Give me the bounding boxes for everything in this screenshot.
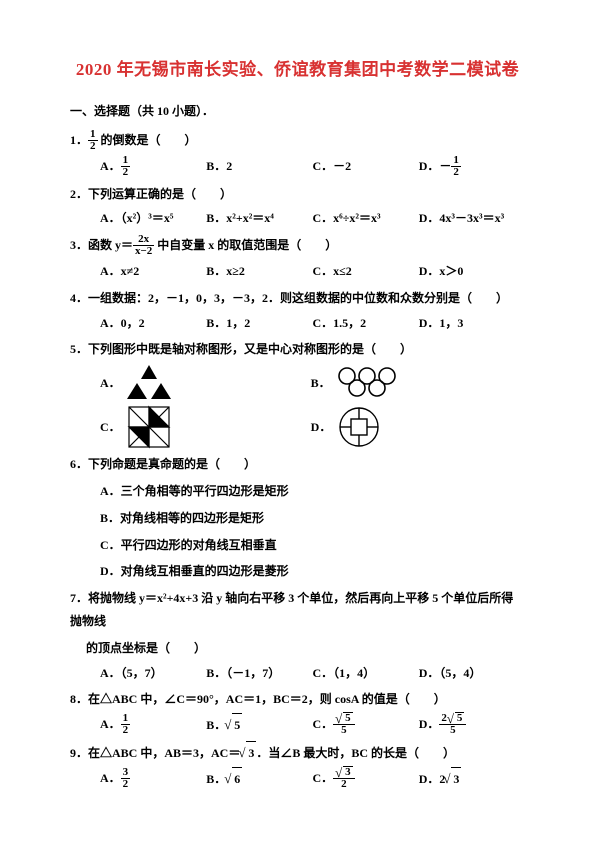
q2-c: C．x⁶÷x²＝x³ [313, 207, 419, 230]
q4-stem: 4．一组数据：2，－1，0，3，－3，2．则这组数据的中位数和众数分别是（ ） [70, 287, 525, 310]
q9-a: A．32 [100, 767, 206, 791]
q5-b: B． [311, 366, 397, 400]
q7-stem: 7．将抛物线 y＝x²+4x+3 沿 y 轴向右平移 3 个单位，然后再向上平移… [70, 587, 525, 633]
q4-b: B．1，2 [206, 312, 312, 335]
q6-c: C．平行四边形的对角线互相垂直 [100, 534, 525, 557]
q2-b: B．x²+x²＝x⁴ [206, 207, 312, 230]
q5-d: D． [311, 405, 382, 449]
fraction-icon: 12 [88, 129, 98, 152]
q1-c: C．－2 [313, 155, 419, 179]
q8-stem: 8．在△ABC 中，∠C＝90°，AC＝1，BC＝2，则 cosA 的值是（ ） [70, 688, 525, 711]
q4-a: A．0，2 [100, 312, 206, 335]
q3-options: A．x≠2 B．x≥2 C．x≤2 D．x＞0 [100, 260, 525, 283]
q9-stem: 9．在△ABC 中，AB＝3，AC＝3．当∠B 最大时，BC 的长是（ ） [70, 741, 525, 765]
section-heading: 一、选择题（共 10 小题）． [70, 100, 525, 123]
sqrt-icon: 3 [246, 741, 256, 765]
q9-options: A．32 B．6 C．32 D．23 [100, 767, 525, 791]
q5-a: A． [100, 363, 171, 403]
q3-a: A．x≠2 [100, 260, 206, 283]
q9-b: B．6 [206, 767, 312, 791]
q2-d: D．4x³－3x³＝x³ [419, 207, 525, 230]
q6-d: D．对角线互相垂直的四边形是菱形 [100, 560, 525, 583]
q5-c: C． [100, 405, 171, 449]
q9-d: D．23 [419, 767, 525, 791]
q8-c: C．55 [313, 713, 419, 737]
rings-icon [337, 366, 397, 400]
q7-c: C．（1，4） [313, 662, 419, 685]
q3-d: D．x＞0 [419, 260, 525, 283]
q6-b: B．对角线相等的四边形是矩形 [100, 507, 525, 530]
q4-c: C．1.5，2 [313, 312, 419, 335]
q4-d: D．1，3 [419, 312, 525, 335]
q7-d: D．（5，4） [419, 662, 525, 685]
q1-stem: 1．12 的倒数是（ ） [70, 129, 525, 153]
q1-options: A．12 B．2 C．－2 D．－12 [100, 155, 525, 179]
q3-stem: 3．函数 y＝2xx−2 中自变量 x 的取值范围是（ ） [70, 234, 525, 258]
coin-square-icon [337, 405, 381, 449]
q6-stem: 6．下列命题是真命题的是（ ） [70, 453, 525, 476]
q3-c: C．x≤2 [313, 260, 419, 283]
pinwheel-icon [127, 405, 171, 449]
q3-b: B．x≥2 [206, 260, 312, 283]
q7-b: B．（－1，7） [206, 662, 312, 685]
exam-page: 2020 年无锡市南长实验、侨谊教育集团中考数学二模试卷 一、选择题（共 10 … [0, 0, 595, 842]
q8-options: A．12 B．5 C．55 D．255 [100, 713, 525, 737]
q2-a: A．（x²）³＝x⁵ [100, 207, 206, 230]
q1-b: B．2 [206, 155, 312, 179]
q5-row2: C． D． [100, 405, 525, 449]
q8-a: A．12 [100, 713, 206, 737]
page-title: 2020 年无锡市南长实验、侨谊教育集团中考数学二模试卷 [70, 54, 525, 86]
triangle-logo-icon [127, 363, 171, 403]
q9-c: C．32 [313, 767, 419, 791]
q4-options: A．0，2 B．1，2 C．1.5，2 D．1，3 [100, 312, 525, 335]
q2-options: A．（x²）³＝x⁵ B．x²+x²＝x⁴ C．x⁶÷x²＝x³ D．4x³－3… [100, 207, 525, 230]
q6-a: A．三个角相等的平行四边形是矩形 [100, 480, 525, 503]
q7-tail: 的顶点坐标是（ ） [86, 637, 525, 660]
q7-a: A．（5，7） [100, 662, 206, 685]
q5-stem: 5．下列图形中既是轴对称图形，又是中心对称图形的是（ ） [70, 338, 525, 361]
q8-b: B．5 [206, 713, 312, 737]
q7-options: A．（5，7） B．（－1，7） C．（1，4） D．（5，4） [100, 662, 525, 685]
fraction-icon: 2xx−2 [133, 234, 154, 257]
q1-d: D．－12 [419, 155, 525, 179]
q8-d: D．255 [419, 713, 525, 737]
q5-row1: A． B． [100, 363, 525, 403]
q1-a: A．12 [100, 155, 206, 179]
q2-stem: 2．下列运算正确的是（ ） [70, 183, 525, 206]
